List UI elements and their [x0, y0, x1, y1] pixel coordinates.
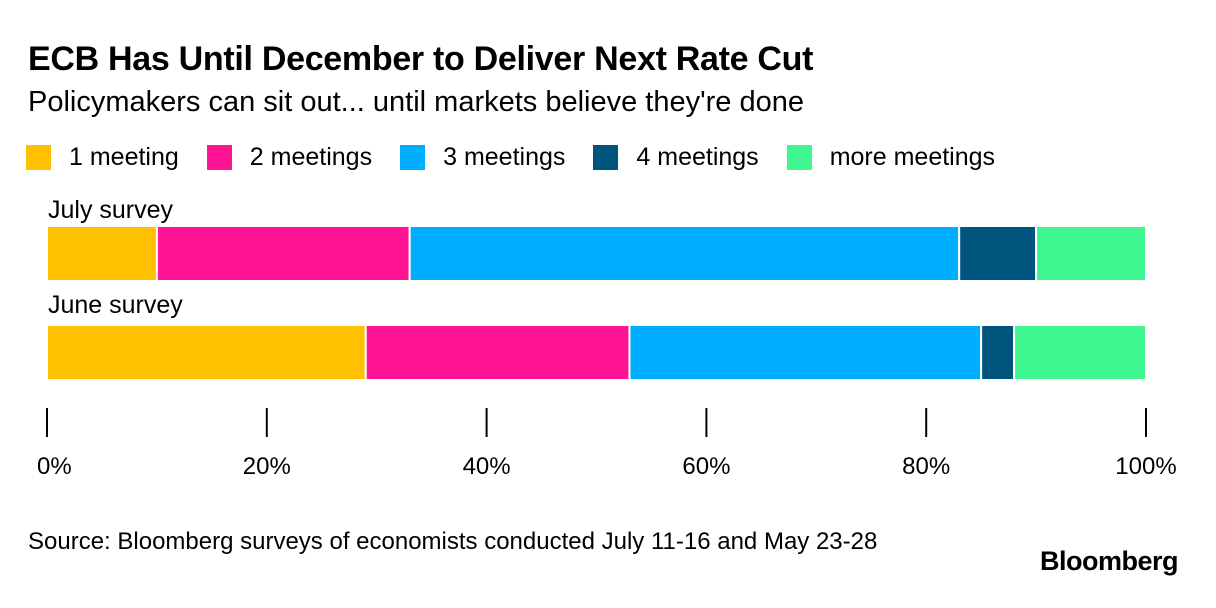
legend-label: 1 meeting — [69, 142, 179, 171]
legend-item: 1 meeting — [26, 143, 179, 172]
bar-segment — [1013, 324, 1147, 381]
bar-segment — [1035, 225, 1147, 282]
legend-swatch — [786, 144, 812, 170]
tick-label: 0% — [37, 453, 72, 480]
tick-label: 40% — [463, 453, 511, 480]
tick-label: 60% — [682, 453, 730, 480]
legend-label: 2 meetings — [249, 142, 373, 171]
tick-label: 100% — [1115, 453, 1176, 480]
legend-swatch — [206, 144, 232, 170]
legend-item: more meetings — [786, 142, 996, 172]
bar-segment — [46, 225, 158, 282]
bar-segment — [364, 324, 631, 381]
legend: 1 meeting 2 meetings 3 meetings 4 meetings m… — [26, 140, 1023, 174]
legend-swatch — [26, 144, 51, 170]
bar-segment — [958, 225, 1038, 282]
legend-item: 4 meetings — [593, 142, 759, 172]
legend-item: 3 meetings — [400, 143, 565, 172]
bar-segment — [408, 225, 961, 282]
legend-label: 4 meetings — [636, 142, 759, 171]
bar-segment — [628, 324, 983, 381]
row-label-july: July survey — [48, 196, 174, 224]
tick-label: 80% — [902, 453, 950, 480]
legend-label: more meetings — [829, 142, 996, 171]
chart-subtitle: Policymakers can sit out... until market… — [28, 86, 805, 118]
tick-label: 20% — [243, 453, 291, 480]
legend-label: 3 meetings — [443, 142, 566, 171]
chart-plot: 0% 20% 40% 60% 80% 100% — [37, 225, 1177, 480]
bar-segment — [980, 324, 1016, 381]
bloomberg-logo: Bloomberg — [1039, 546, 1179, 576]
row-label-june: June survey — [48, 291, 183, 319]
bar-segment — [155, 225, 411, 282]
legend-item: 2 meetings — [206, 142, 373, 172]
bar-segment — [46, 324, 367, 381]
source-note: Source: Bloomberg surveys of economists … — [28, 528, 878, 555]
legend-swatch — [593, 144, 619, 170]
chart-title: ECB Has Until December to Deliver Next R… — [28, 40, 814, 78]
legend-swatch — [400, 144, 426, 170]
